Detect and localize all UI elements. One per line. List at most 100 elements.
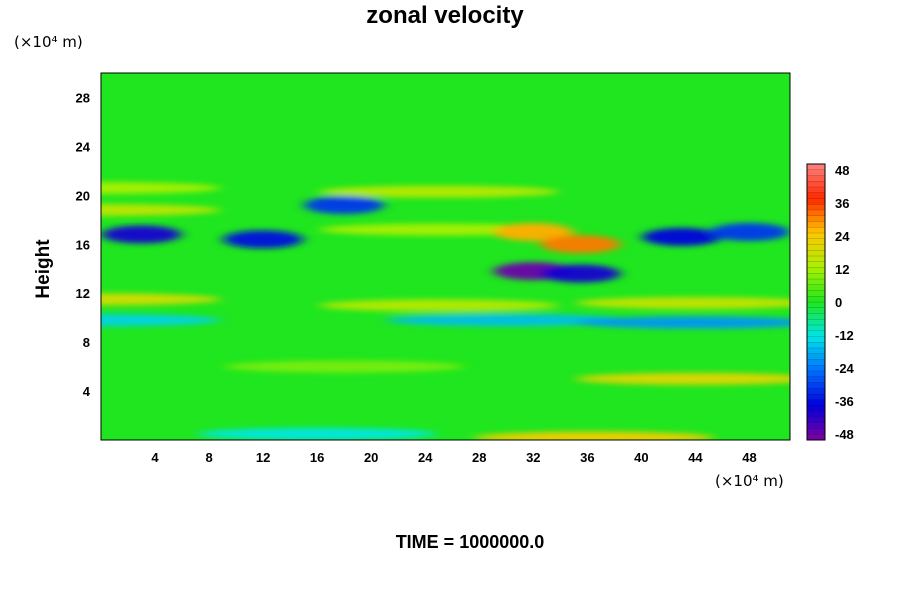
y-tick-label: 12 xyxy=(76,286,90,301)
x-tick-label: 24 xyxy=(418,450,433,465)
colorbar-band xyxy=(807,290,825,297)
colorbar-tick-label: -12 xyxy=(835,328,854,343)
colorbar-band xyxy=(807,428,825,435)
x-tick-label: 36 xyxy=(580,450,594,465)
heatmap-feature-0 xyxy=(101,181,221,194)
y-tick-labels: 4 8 12 16 20 24 28 xyxy=(76,90,91,399)
colorbar-band xyxy=(807,313,825,320)
colorbar-band xyxy=(807,238,825,245)
colorbar-band xyxy=(807,256,825,263)
colorbar-band xyxy=(807,181,825,188)
colorbar-band xyxy=(807,250,825,257)
colorbar-band xyxy=(807,215,825,222)
colorbar-band xyxy=(807,169,825,176)
heatmap-feature-12 xyxy=(709,223,790,242)
colorbar-band xyxy=(807,210,825,217)
y-tick-label: 8 xyxy=(83,335,90,350)
y-tick-label: 20 xyxy=(76,188,90,203)
colorbar-band xyxy=(807,261,825,268)
colorbar-band xyxy=(807,187,825,194)
colorbar-band xyxy=(807,394,825,401)
heatmap-feature-2 xyxy=(101,204,221,217)
colorbar-band xyxy=(807,434,825,441)
colorbar-band xyxy=(807,296,825,303)
heatmap-feature-19 xyxy=(224,360,465,373)
x-tick-label: 12 xyxy=(256,450,270,465)
colorbar-tick-label: 48 xyxy=(835,163,849,178)
colorbar-band xyxy=(807,233,825,240)
heatmap-feature-3 xyxy=(304,196,385,215)
chart-title: zonal velocity xyxy=(366,2,524,29)
colorbar-tick-label: -24 xyxy=(835,361,855,376)
colorbar-band xyxy=(807,371,825,378)
colorbar-tick-label: 12 xyxy=(835,262,849,277)
heatmap-feature-22 xyxy=(197,427,438,440)
y-tick-label: 28 xyxy=(76,90,90,105)
x-tick-label: 32 xyxy=(526,450,540,465)
heatmap-feature-17 xyxy=(386,314,627,327)
heatmap-feature-16 xyxy=(101,314,221,327)
colorbar-band xyxy=(807,307,825,314)
x-tick-label: 8 xyxy=(205,450,212,465)
colorbar-band xyxy=(807,175,825,182)
colorbar-band xyxy=(807,267,825,274)
colorbar-band xyxy=(807,244,825,251)
colorbar-band xyxy=(807,284,825,291)
heatmap-feature-21 xyxy=(474,431,715,440)
y-tick-label: 16 xyxy=(76,237,90,252)
time-label: TIME = 1000000.0 xyxy=(395,532,545,552)
colorbar-band xyxy=(807,273,825,280)
colorbar-band xyxy=(807,164,825,171)
colorbar-band xyxy=(807,376,825,383)
heatmap-feature-5 xyxy=(223,230,304,249)
x-tick-label: 44 xyxy=(688,450,703,465)
colorbar-band xyxy=(807,365,825,372)
colorbar-band xyxy=(807,279,825,286)
heatmap-feature-11 xyxy=(641,227,722,246)
colorbar-band xyxy=(807,221,825,228)
heatmap-feature-10 xyxy=(540,264,621,283)
colorbar-tick-label: -48 xyxy=(835,427,854,442)
heatmap-feature-1 xyxy=(318,185,559,198)
x-tick-labels: 4 8 12 16 20 24 28 32 36 40 44 48 xyxy=(151,450,756,465)
y-tick-label: 24 xyxy=(76,139,91,154)
heatmap-field xyxy=(101,73,790,440)
heatmap-feature-15 xyxy=(575,296,790,309)
heatmap-feature-4 xyxy=(101,225,182,244)
x-tick-label: 16 xyxy=(310,450,324,465)
colorbar-band xyxy=(807,388,825,395)
heatmap-feature-18 xyxy=(575,316,790,329)
colorbar-band xyxy=(807,405,825,412)
colorbar-band xyxy=(807,342,825,349)
colorbar-band xyxy=(807,359,825,366)
colorbar-band xyxy=(807,422,825,429)
y-axis-unit: (×10⁴ m) xyxy=(14,33,83,51)
heatmap-feature-13 xyxy=(101,293,221,306)
colorbar-band xyxy=(807,319,825,326)
colorbar-tick-label: -36 xyxy=(835,394,854,409)
x-tick-label: 48 xyxy=(742,450,756,465)
colorbar-band xyxy=(807,348,825,355)
y-tick-label: 4 xyxy=(83,384,91,399)
colorbar-band xyxy=(807,325,825,332)
heatmap-feature-20 xyxy=(575,372,790,385)
colorbar-band xyxy=(807,330,825,337)
x-tick-label: 20 xyxy=(364,450,378,465)
colorbar-band xyxy=(807,417,825,424)
plot-frame xyxy=(100,72,791,441)
colorbar-band xyxy=(807,411,825,418)
colorbar-band xyxy=(807,336,825,343)
colorbar-band xyxy=(807,353,825,360)
x-tick-label: 28 xyxy=(472,450,486,465)
colorbar-band xyxy=(807,399,825,406)
heatmap-feature-7 xyxy=(493,223,574,242)
x-tick-label: 40 xyxy=(634,450,648,465)
field-background xyxy=(101,73,790,440)
x-tick-label: 4 xyxy=(151,450,159,465)
colorbar-band xyxy=(807,382,825,389)
colorbar-frame xyxy=(806,163,826,441)
colorbar-tick-label: 24 xyxy=(835,229,850,244)
colorbar-band xyxy=(807,204,825,211)
